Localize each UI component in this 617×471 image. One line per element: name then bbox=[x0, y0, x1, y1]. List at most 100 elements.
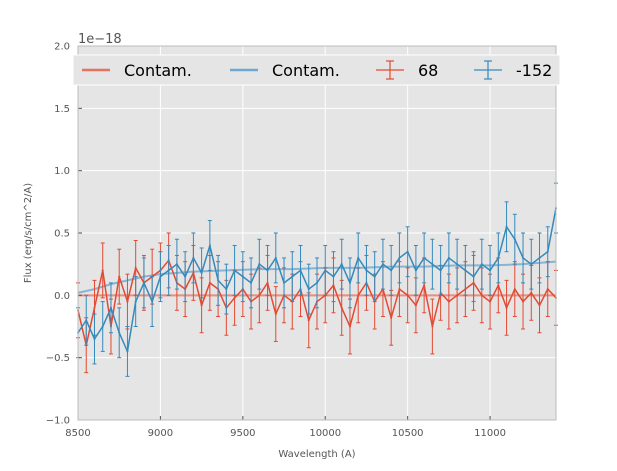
data-point bbox=[414, 304, 417, 307]
data-point bbox=[208, 244, 211, 247]
data-point bbox=[324, 269, 327, 272]
data-point bbox=[233, 296, 236, 299]
legend-item-2: 68 bbox=[376, 60, 438, 80]
data-point bbox=[340, 263, 343, 266]
data-point bbox=[398, 256, 401, 259]
data-point bbox=[538, 304, 541, 307]
data-point bbox=[546, 250, 549, 253]
data-point bbox=[497, 256, 500, 259]
data-point bbox=[217, 279, 220, 282]
axis-layer: 8500 9000 9500 10000 10500 11000 −1.0 −0.5 0.0 0.… bbox=[46, 42, 557, 439]
series-layer bbox=[76, 182, 558, 377]
data-point bbox=[233, 269, 236, 272]
x-tick-label: 11000 bbox=[474, 428, 506, 439]
data-point bbox=[522, 300, 525, 303]
data-point bbox=[109, 306, 112, 309]
data-point bbox=[225, 288, 228, 291]
data-point bbox=[373, 275, 376, 278]
data-point bbox=[456, 263, 459, 266]
data-point bbox=[390, 316, 393, 319]
data-point bbox=[167, 269, 170, 272]
y-tick-label: 2.0 bbox=[54, 42, 70, 53]
data-point bbox=[134, 266, 137, 269]
data-point bbox=[357, 294, 360, 297]
data-point bbox=[200, 304, 203, 307]
data-point bbox=[390, 269, 393, 272]
data-point bbox=[406, 294, 409, 297]
data-point bbox=[489, 300, 492, 303]
series-3-group bbox=[76, 182, 558, 377]
y-tick-label: −1.0 bbox=[46, 416, 70, 427]
data-point bbox=[423, 256, 426, 259]
data-point bbox=[134, 300, 137, 303]
data-point bbox=[126, 300, 129, 303]
x-tick-label: 9500 bbox=[230, 428, 255, 439]
legend-item-1: Contam. bbox=[230, 61, 340, 80]
data-point bbox=[480, 294, 483, 297]
data-point bbox=[258, 294, 261, 297]
data-point bbox=[208, 281, 211, 284]
data-point bbox=[423, 284, 426, 287]
data-point bbox=[530, 263, 533, 266]
data-point bbox=[431, 263, 434, 266]
data-point bbox=[406, 250, 409, 253]
data-point bbox=[85, 319, 88, 322]
data-point bbox=[340, 306, 343, 309]
data-point bbox=[200, 271, 203, 274]
legend-item-3: -152 bbox=[474, 60, 552, 80]
data-point bbox=[266, 269, 269, 272]
legend-item-0: Contam. bbox=[82, 61, 192, 80]
x-tick-label: 8500 bbox=[65, 428, 90, 439]
data-point bbox=[159, 275, 162, 278]
data-point bbox=[348, 281, 351, 284]
data-point bbox=[93, 306, 96, 309]
data-point bbox=[357, 256, 360, 259]
y-tick-label: −0.5 bbox=[46, 353, 70, 364]
data-point bbox=[307, 319, 310, 322]
data-point bbox=[497, 284, 500, 287]
plot-frame bbox=[77, 45, 557, 421]
data-point bbox=[192, 256, 195, 259]
x-axis-label: Wavelength (A) bbox=[278, 449, 355, 460]
data-point bbox=[241, 275, 244, 278]
data-point bbox=[250, 281, 253, 284]
legend-label: Contam. bbox=[124, 61, 192, 80]
data-point bbox=[381, 263, 384, 266]
legend-label: Contam. bbox=[272, 61, 340, 80]
data-point bbox=[398, 288, 401, 291]
data-point bbox=[151, 300, 154, 303]
x-tick-label: 9000 bbox=[148, 428, 173, 439]
data-point bbox=[101, 269, 104, 272]
data-point bbox=[414, 269, 417, 272]
data-point bbox=[291, 275, 294, 278]
data-point bbox=[464, 269, 467, 272]
data-point bbox=[332, 275, 335, 278]
data-point bbox=[316, 281, 318, 284]
y-tick-label: 0.5 bbox=[54, 229, 70, 240]
data-point bbox=[258, 263, 261, 266]
data-point bbox=[505, 306, 508, 309]
data-point bbox=[142, 281, 145, 284]
data-point bbox=[505, 225, 508, 228]
data-point bbox=[447, 300, 450, 303]
x-tick-label: 10000 bbox=[309, 428, 341, 439]
data-point bbox=[118, 331, 121, 334]
data-point bbox=[489, 269, 492, 272]
data-point bbox=[522, 256, 525, 259]
data-point bbox=[530, 291, 533, 294]
x-tick-label: 10500 bbox=[392, 428, 424, 439]
data-point bbox=[126, 350, 129, 353]
y-offset-text: 1e−18 bbox=[78, 32, 122, 47]
data-point bbox=[307, 288, 310, 291]
data-point bbox=[431, 325, 434, 328]
y-tick-label: 1.5 bbox=[54, 104, 70, 115]
y-tick-label: 1.0 bbox=[54, 166, 70, 177]
data-point bbox=[513, 238, 516, 241]
data-point bbox=[283, 281, 286, 284]
data-point bbox=[472, 275, 475, 278]
data-point bbox=[447, 256, 450, 259]
data-point bbox=[456, 294, 459, 297]
legend: Contam. Contam. 68 -152 bbox=[72, 54, 561, 86]
data-point bbox=[184, 275, 187, 278]
